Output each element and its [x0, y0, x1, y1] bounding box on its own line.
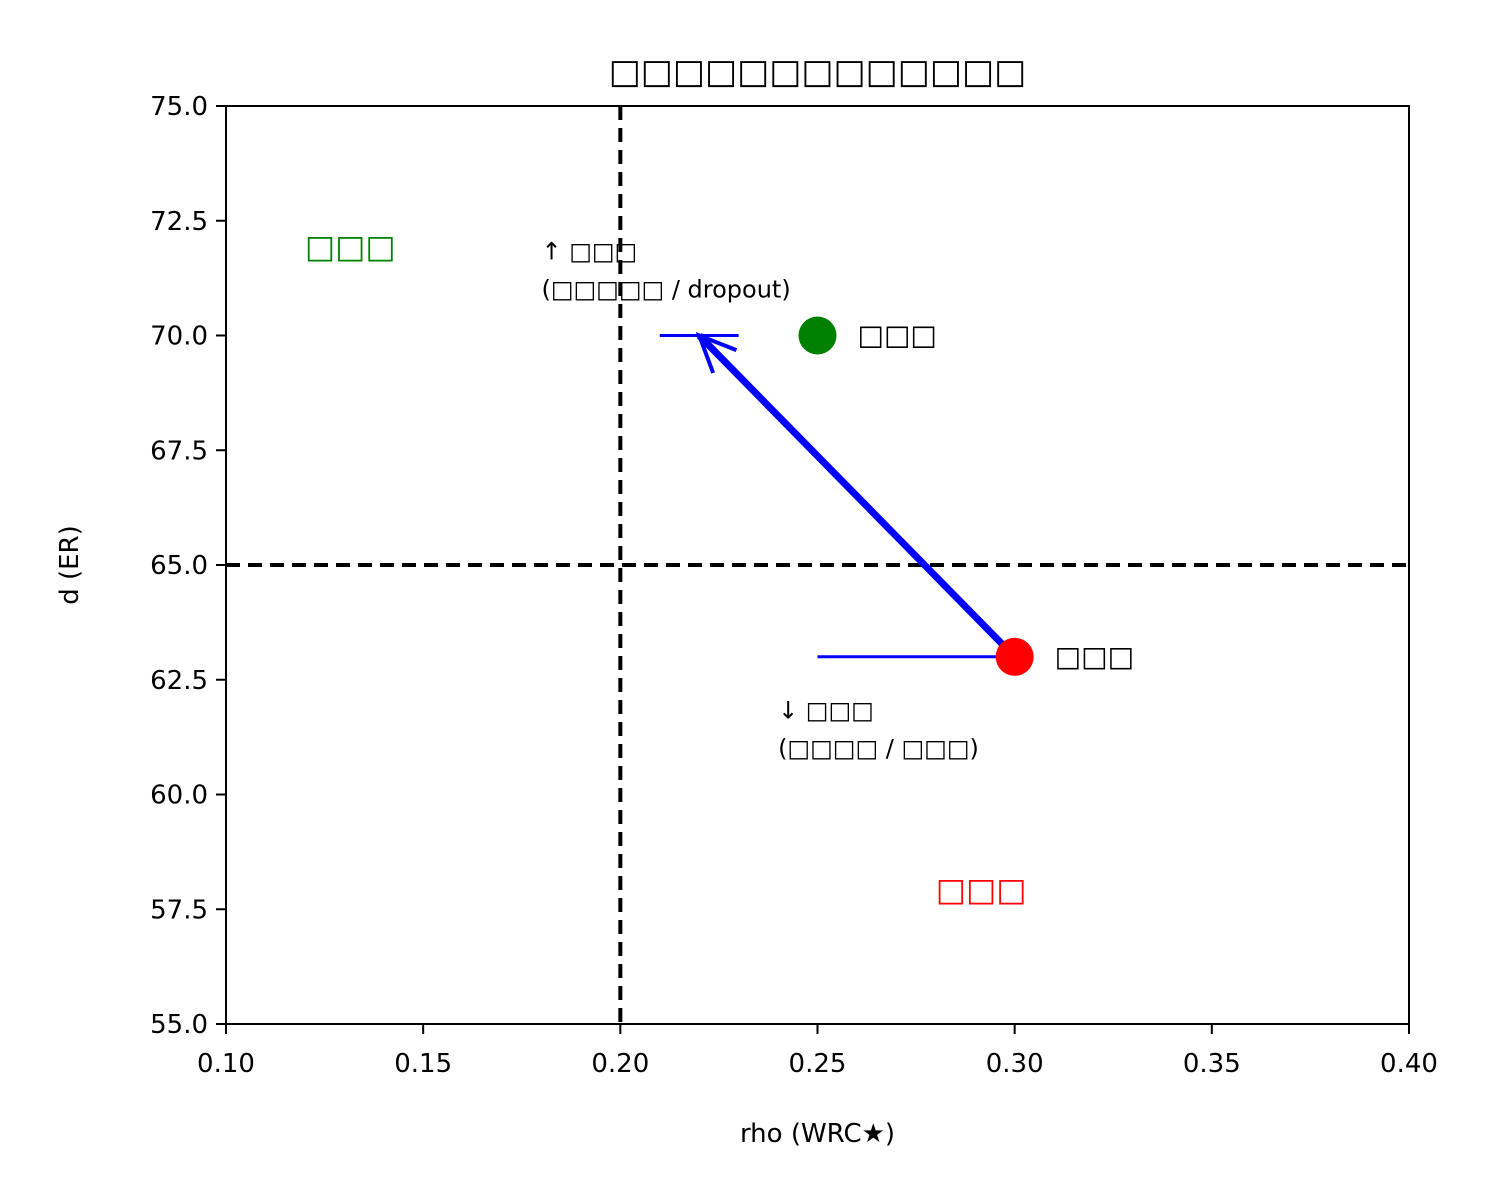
x-tick-label: 0.30	[986, 1049, 1044, 1079]
y-tick-label: 67.5	[150, 436, 208, 466]
y-tick-label: 70.0	[150, 322, 208, 352]
x-axis-label: rho (WRC★)	[740, 1119, 895, 1149]
x-tick-label: 0.35	[1183, 1049, 1241, 1079]
arrow-head	[695, 332, 738, 374]
data-point-label: □□□	[1055, 640, 1134, 673]
trajectory-arrow	[696, 333, 1018, 660]
x-tick-label: 0.20	[591, 1049, 649, 1079]
y-tick-label: 72.5	[150, 207, 208, 237]
y-tick-label: 62.5	[150, 666, 208, 696]
y-tick-label: 75.0	[150, 92, 208, 122]
plot-frame	[225, 105, 1410, 1025]
annotation-line: (□□□□□ / dropout)	[541, 276, 790, 304]
data-point	[798, 316, 837, 355]
y-axis-label: d (ER)	[55, 525, 85, 605]
data-point-label: □□□	[858, 319, 937, 352]
y-tick-label: 57.5	[150, 895, 208, 925]
region-label: □□□	[305, 228, 396, 266]
data-series: □□□ □□□	[659, 316, 1134, 676]
region-label: □□□	[936, 870, 1027, 908]
x-tick-label: 0.15	[394, 1049, 452, 1079]
annotation-line: ↓ □□□	[778, 697, 874, 725]
y-tick-label: 55.0	[150, 1010, 208, 1040]
data-point	[995, 637, 1034, 676]
y-tick-label: 60.0	[150, 781, 208, 811]
y-tick-label: 65.0	[150, 551, 208, 581]
annotation-line: ↑ □□□	[541, 238, 637, 266]
chart-annotations: □□□ □□□ ↑ □□□ (□□□□□ / dropout) ↓ □□□ (□□□□ /…	[305, 228, 1027, 909]
x-tick-label: 0.25	[789, 1049, 847, 1079]
axis-ticks: 0.10 0.15 0.20 0.25 0.30 0.35 0.40 55.0 57.5 60.0…	[150, 92, 1438, 1079]
x-tick-label: 0.40	[1380, 1049, 1438, 1079]
x-tick-label: 0.10	[197, 1049, 255, 1079]
annotation-line: (□□□□ / □□□)	[778, 735, 979, 763]
chart-title: □□□□□□□□□□□□□	[609, 52, 1027, 92]
